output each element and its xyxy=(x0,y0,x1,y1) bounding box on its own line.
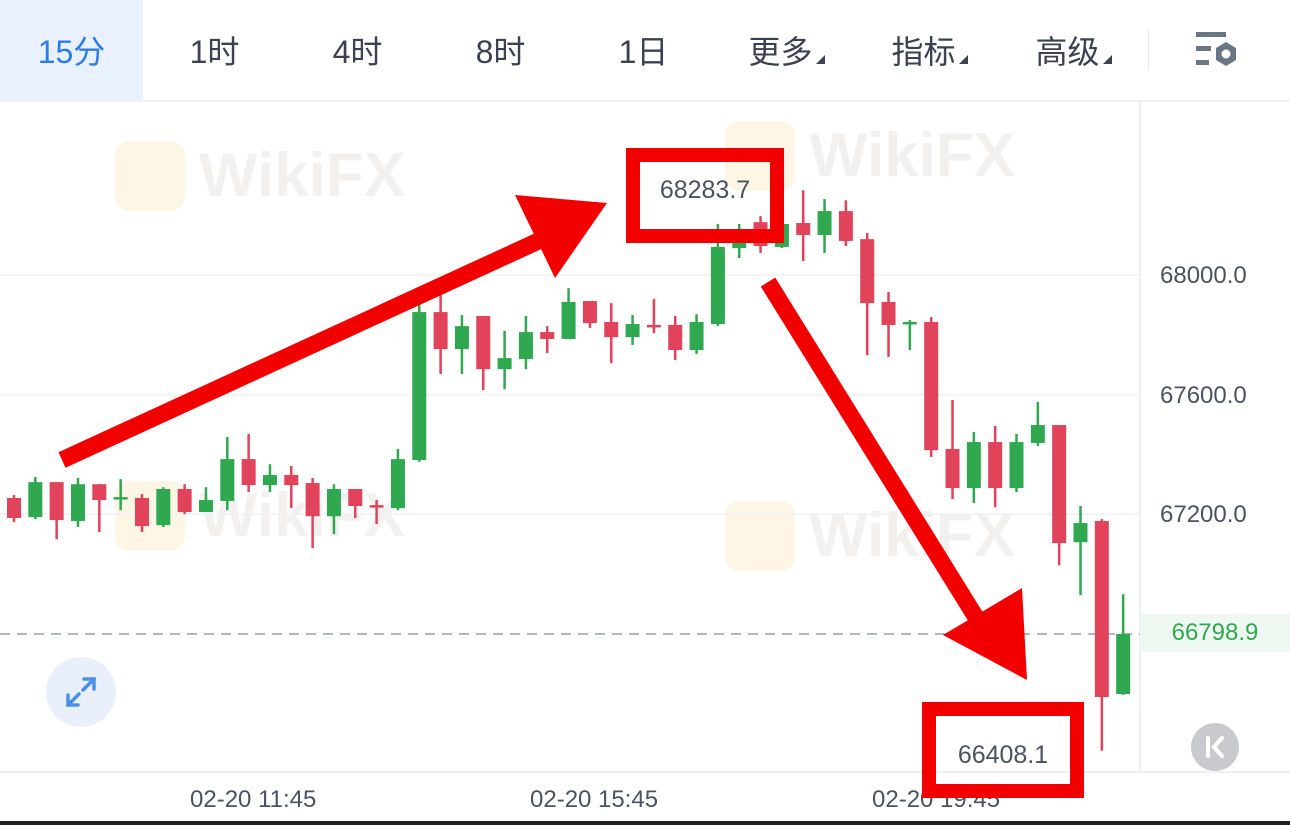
candle-body xyxy=(134,497,149,527)
x-tick-label: 02-20 11:45 xyxy=(190,786,317,813)
candle-body xyxy=(241,459,256,486)
chart-settings-icon[interactable] xyxy=(1192,30,1242,72)
candle-body xyxy=(732,240,747,249)
candle-body xyxy=(604,321,619,338)
y-tick-label: 67200.0 xyxy=(1160,501,1247,528)
candle-body xyxy=(49,482,64,521)
candle-body xyxy=(838,211,853,241)
dropdown-triangle-icon xyxy=(1102,54,1112,64)
tab-label: 8时 xyxy=(475,34,526,70)
candle-body xyxy=(625,324,640,338)
candle-body xyxy=(1094,520,1109,697)
tab-1[interactable]: 1时 xyxy=(143,0,286,100)
candle-body xyxy=(668,324,683,351)
jump-to-latest-button[interactable] xyxy=(1191,723,1239,771)
watermark-logo: WikiFX xyxy=(115,140,405,211)
candle-body xyxy=(305,483,320,517)
tab-label: 1日 xyxy=(618,34,669,70)
candle-body xyxy=(28,482,43,518)
candle-body xyxy=(518,332,533,360)
tab-label: 1时 xyxy=(189,34,240,70)
candle-body xyxy=(220,459,235,501)
down-arrow-head xyxy=(943,588,1027,680)
candle-body xyxy=(1073,523,1088,543)
candle-body xyxy=(710,246,725,325)
tab-3[interactable]: 8时 xyxy=(429,0,572,100)
candle-body xyxy=(262,474,277,486)
dropdown-triangle-icon xyxy=(958,54,968,64)
candle-body xyxy=(454,326,469,350)
tab-label: 高级 xyxy=(1035,34,1100,70)
candle-body xyxy=(348,488,363,507)
candle-body xyxy=(924,321,939,451)
candle-body xyxy=(369,505,384,508)
candle-body xyxy=(412,312,427,461)
watermark-logo: WikiFX xyxy=(725,500,1015,571)
last-price-label: 66798.9 xyxy=(1140,614,1290,652)
tab-2[interactable]: 4时 xyxy=(286,0,429,100)
candle-body xyxy=(326,488,341,517)
low-annotation-box: 66408.1 xyxy=(922,702,1084,798)
timeframe-toolbar: 15分 1时 4时 8时 1日 更多 指标 高级 xyxy=(0,0,1290,102)
tab-6[interactable]: 指标 xyxy=(858,0,1001,100)
candle-body xyxy=(70,484,85,521)
tab-4[interactable]: 1日 xyxy=(572,0,715,100)
candle-body xyxy=(966,442,981,489)
tab-label: 更多 xyxy=(748,34,813,70)
candle-body xyxy=(1052,425,1067,544)
candle-body xyxy=(156,488,171,526)
candle-body xyxy=(561,301,576,339)
y-tick-label: 67600.0 xyxy=(1160,382,1247,409)
high-price-label: 68283.7 xyxy=(659,176,751,204)
tab-label: 15分 xyxy=(37,34,106,70)
tab-5[interactable]: 更多 xyxy=(715,0,858,100)
candle-body xyxy=(113,497,128,500)
high-annotation-box: 68283.7 xyxy=(626,148,784,243)
candle-body xyxy=(7,497,21,518)
candle-body xyxy=(497,358,512,370)
tab-label: 指标 xyxy=(891,34,956,70)
down-arrow-shaft xyxy=(760,277,998,645)
up-arrow-head xyxy=(515,195,607,278)
candle-body xyxy=(1116,633,1131,695)
candle-body xyxy=(1030,425,1045,443)
candle-body xyxy=(582,301,597,324)
candle-body xyxy=(796,223,811,235)
candle-body xyxy=(476,315,491,370)
candle-body xyxy=(198,500,213,513)
dropdown-triangle-icon xyxy=(815,54,825,64)
candlestick-chart[interactable] xyxy=(0,102,1290,822)
candle-body xyxy=(988,442,1003,489)
candle-body xyxy=(860,239,875,304)
tab-0[interactable]: 15分 xyxy=(0,0,143,100)
candle-body xyxy=(902,321,917,325)
candle-body xyxy=(177,488,192,513)
low-price-label: 66408.1 xyxy=(957,740,1049,769)
up-arrow-shaft xyxy=(58,230,549,468)
candle-body xyxy=(390,459,405,509)
jump-to-latest-icon xyxy=(1206,736,1224,758)
y-tick-label: 68000.0 xyxy=(1160,262,1247,289)
candle-body xyxy=(92,484,107,501)
toolbar-divider xyxy=(1148,30,1149,70)
tab-7[interactable]: 高级 xyxy=(1001,0,1146,100)
watermark-logo: WikiFX xyxy=(725,120,1015,191)
candle-body xyxy=(433,312,448,350)
expand-arrows-icon xyxy=(66,677,96,707)
expand-button[interactable] xyxy=(46,657,116,727)
bottom-edge xyxy=(0,821,1290,825)
candle-body xyxy=(817,211,832,235)
candle-body xyxy=(881,301,896,325)
candle-body xyxy=(284,474,299,486)
candle-body xyxy=(1009,442,1024,489)
candle-body xyxy=(689,321,704,351)
candle-body xyxy=(540,332,555,339)
candle-body xyxy=(945,448,960,489)
candle-body xyxy=(646,324,661,328)
x-tick-label: 02-20 15:45 xyxy=(530,786,659,813)
tab-label: 4时 xyxy=(332,34,383,70)
